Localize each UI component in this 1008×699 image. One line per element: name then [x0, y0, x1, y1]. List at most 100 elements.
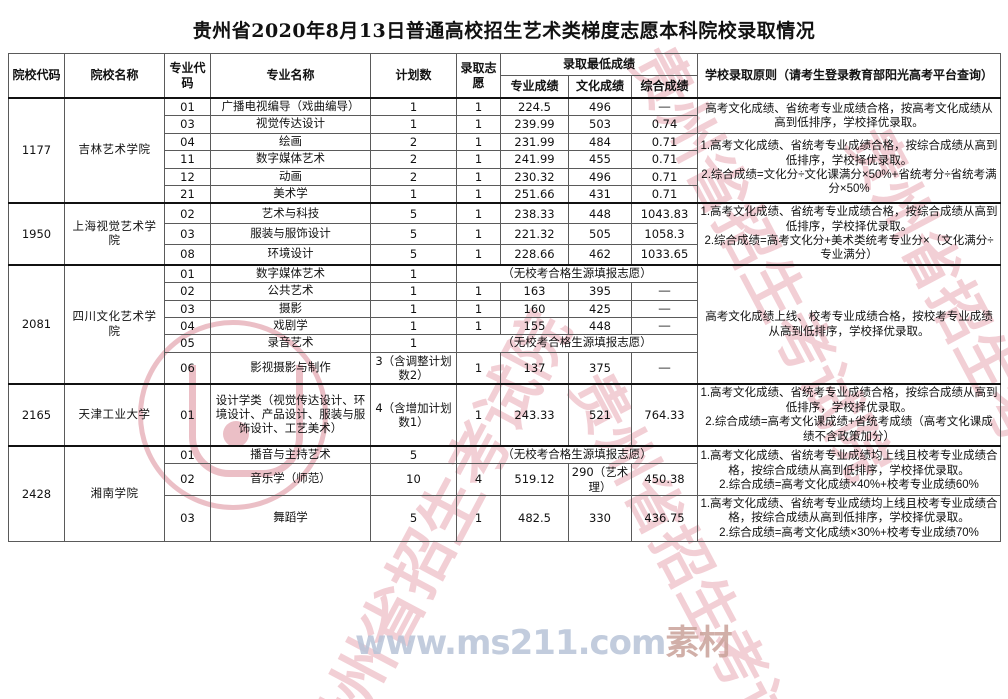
cell-culture-score: 448	[568, 316, 632, 336]
cell-admit-volunteer: 1	[456, 494, 501, 543]
cell-major-name: 绘画	[210, 132, 371, 152]
table-row: 06 影视摄影与制作 3（含调整计划数2） 1 137 375—	[9, 351, 1001, 385]
th-major-code: 专业代码	[164, 53, 211, 99]
cell-plan-count: 1	[370, 299, 457, 318]
cell-major-code: 01	[164, 263, 211, 284]
cell-major-score: 224.5	[500, 97, 569, 117]
cell-major-name: 摄影	[210, 299, 371, 318]
cell-culture-score: 503	[568, 115, 632, 134]
cell-composite-score: 436.75	[631, 494, 698, 543]
cell-admit-volunteer: 1	[456, 299, 501, 318]
cell-major-code: 01	[164, 383, 211, 447]
cell-plan-count: 5	[370, 243, 457, 266]
cell-plan-count: 1	[370, 115, 457, 134]
cell-plan-count: 5	[370, 202, 457, 225]
cell-major-score: 243.33	[500, 383, 569, 447]
table-row: 2428 湘南学院 01 播音与主持艺术 5 （无校考合格生源填报志愿） 1.高考文化成绩、…	[8, 444, 1001, 543]
cell-major-code: 02	[164, 282, 211, 301]
cell-culture-score: 521	[568, 383, 632, 447]
table-row: 1177 吉林艺术学院 01 广播电视编导（戏曲编导） 1 1 224.5 496— 高考文化成…	[8, 96, 1001, 204]
cell-admission-rules: 1.高考文化成绩、省统考专业成绩均上线且校考专业成绩合格，按综合成绩从高到低排序…	[697, 494, 1001, 543]
cell-culture-score: 505	[568, 223, 632, 245]
cell-culture-score: 496	[568, 167, 632, 186]
table-body: 1177 吉林艺术学院 01 广播电视编导（戏曲编导） 1 1 224.5 496— 高考文化成…	[8, 96, 1001, 543]
table-row: 03 视觉传达设计 1 1 239.99 503 0.74	[9, 115, 1001, 134]
cell-composite-score: 1033.65	[631, 243, 698, 266]
cell-admit-volunteer: 1	[456, 184, 501, 204]
cell-major-score: 251.66	[500, 184, 569, 204]
cell-major-name: 美术学	[210, 184, 371, 204]
cell-school-name: 上海视觉艺术学院	[64, 202, 165, 266]
cell-major-code: 08	[164, 243, 211, 266]
cell-admit-volunteer: 1	[456, 243, 501, 266]
cell-major-score: 155	[500, 316, 569, 336]
cell-plan-count: 3（含调整计划数2）	[370, 351, 457, 385]
th-school-name: 院校名称	[64, 53, 165, 99]
table-row: 04 戏剧学 1 1 155 448—	[9, 316, 1001, 336]
cell-composite-score: —	[631, 351, 698, 385]
cell-major-score: 239.99	[500, 115, 569, 134]
cell-culture-score: 330	[568, 494, 632, 543]
cell-plan-count: 1	[370, 263, 457, 284]
cell-major-code: 02	[164, 202, 211, 225]
cell-plan-count: 2	[370, 167, 457, 186]
cell-school-code: 2081	[8, 263, 65, 385]
cell-plan-count: 4（含增加计划数1）	[370, 383, 457, 447]
cell-school-code: 1950	[8, 202, 65, 266]
cell-admit-volunteer: 1	[456, 167, 501, 186]
table-row: 1950 上海视觉艺术学院 02 艺术与科技 5 1 238.33 448 1043.83 1.高…	[8, 202, 1001, 266]
cell-major-name: 环境设计	[210, 243, 371, 266]
cell-admit-volunteer: 1	[456, 351, 501, 385]
cell-major-name: 服装与服饰设计	[210, 223, 371, 245]
cell-major-code: 12	[164, 167, 211, 186]
th-min-score-group: 录取最低成绩	[500, 53, 698, 76]
cell-school-name: 四川文化艺术学院	[64, 263, 165, 385]
cell-major-name: 数字媒体艺术	[210, 150, 371, 169]
cell-composite-score: 0.71	[631, 132, 698, 152]
cell-composite-score: 0.74	[631, 115, 698, 134]
cell-plan-count: 5	[370, 223, 457, 245]
cell-culture-score: 462	[568, 243, 632, 266]
cell-major-code: 02	[164, 463, 211, 496]
cell-major-name: 舞蹈学	[210, 494, 371, 543]
cell-admit-volunteer: 1	[456, 150, 501, 169]
cell-major-score: 241.99	[500, 150, 569, 169]
th-rules: 学校录取原则（请考生登录教育部阳光高考平台查询）	[697, 53, 1001, 99]
cell-culture-score: 375	[568, 351, 632, 385]
watermark-url-cn: 素材	[665, 623, 732, 663]
cell-composite-score: —	[631, 299, 698, 318]
cell-culture-score: 395	[568, 282, 632, 301]
table-header-row-1: 院校代码 院校名称 专业代码 专业名称 计划数 录取志愿 录取最低成绩 学校录取…	[8, 53, 1001, 99]
cell-major-score: 230.32	[500, 167, 569, 186]
cell-admit-volunteer: 1	[456, 202, 501, 225]
cell-plan-count: 5	[370, 494, 457, 543]
th-major-name: 专业名称	[210, 53, 371, 99]
cell-school-name: 天津工业大学	[64, 383, 165, 447]
cell-major-score: 137	[500, 351, 569, 385]
cell-major-score: 163	[500, 282, 569, 301]
cell-major-code: 03	[164, 115, 211, 134]
cell-major-code: 04	[164, 316, 211, 336]
cell-no-qualified-source: （无校考合格生源填报志愿）	[456, 263, 698, 284]
cell-admission-rules: 1.高考文化成绩、省统考专业成绩合格，按综合成绩从高到低排序，学校择优录取。 2.…	[697, 202, 1001, 266]
cell-major-score: 221.32	[500, 223, 569, 245]
cell-major-code: 06	[164, 351, 211, 385]
cell-admit-volunteer: 1	[456, 316, 501, 336]
table-row: 04 绘画 2 1 231.99 484 0.71 1.高考文化成绩、省统考专业成绩合格，按综…	[9, 132, 1001, 204]
th-plan-count: 计划数	[370, 53, 457, 99]
cell-composite-score: 0.71	[631, 167, 698, 186]
cell-major-name: 戏剧学	[210, 316, 371, 336]
table-row: 11 数字媒体艺术 2 1 241.99 455 0.71	[9, 150, 1001, 169]
cell-admit-volunteer: 1	[456, 383, 501, 447]
cell-culture-score: 425	[568, 299, 632, 318]
th-major-score: 专业成绩	[500, 75, 569, 99]
cell-major-name: 艺术与科技	[210, 202, 371, 225]
cell-major-code: 03	[164, 299, 211, 318]
cell-plan-count: 1	[370, 316, 457, 336]
table-row: 03 服装与服饰设计 5 1 221.32 505 1058.3	[9, 223, 1001, 245]
cell-major-score: 482.5	[500, 494, 569, 543]
watermark-url-en: www.ms211.com	[355, 623, 666, 663]
cell-major-name: 公共艺术	[210, 282, 371, 301]
cell-major-name: 播音与主持艺术	[210, 444, 371, 465]
cell-composite-score: 0.71	[631, 184, 698, 204]
